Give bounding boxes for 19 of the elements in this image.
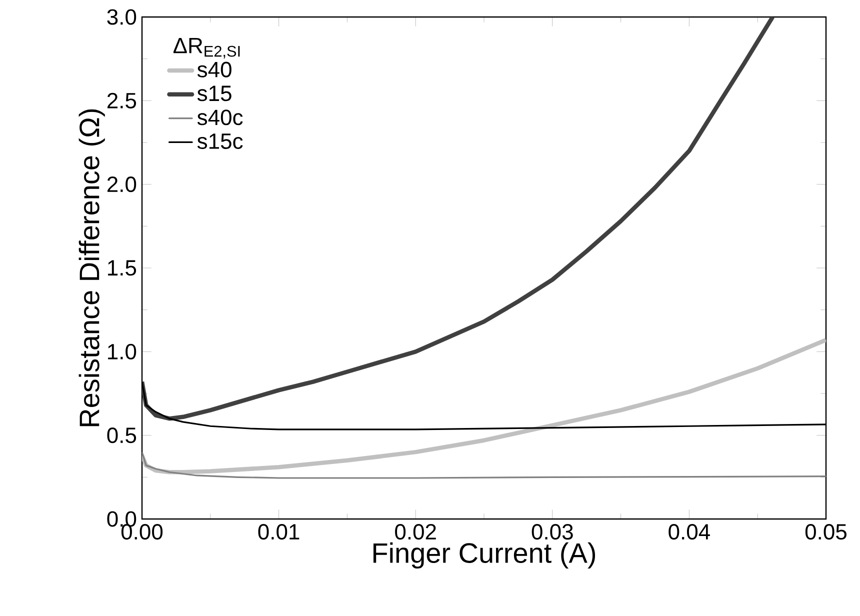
line-series xyxy=(142,338,826,474)
y-tick-label: 0.5 xyxy=(107,428,136,444)
y-tick-label: 1.0 xyxy=(108,344,136,360)
y-axis-title: Resistance Difference (Ω) xyxy=(78,109,105,426)
y-tick-label: 2.5 xyxy=(107,92,136,108)
y-tick-label: 3.0 xyxy=(107,9,136,25)
legend-label: s15 xyxy=(197,86,232,102)
x-tick-label: 0.04 xyxy=(668,524,710,540)
x-tick-label: 0.03 xyxy=(532,524,573,540)
y-tick-label: 2.0 xyxy=(107,176,136,192)
x-tick-label: 0.01 xyxy=(258,524,300,540)
x-tick-label: 0.02 xyxy=(395,524,436,540)
legend-label: s40c xyxy=(197,110,243,126)
x-axis-title: Finger Current (A) xyxy=(373,542,596,569)
legend-label: s15c xyxy=(197,134,243,149)
legend-title: ΔR$_{E2,SI}$ xyxy=(173,38,240,59)
y-tick-label: 1.5 xyxy=(108,260,136,276)
x-tick-label: 0.05 xyxy=(805,524,846,540)
legend-label: s40 xyxy=(197,62,232,78)
